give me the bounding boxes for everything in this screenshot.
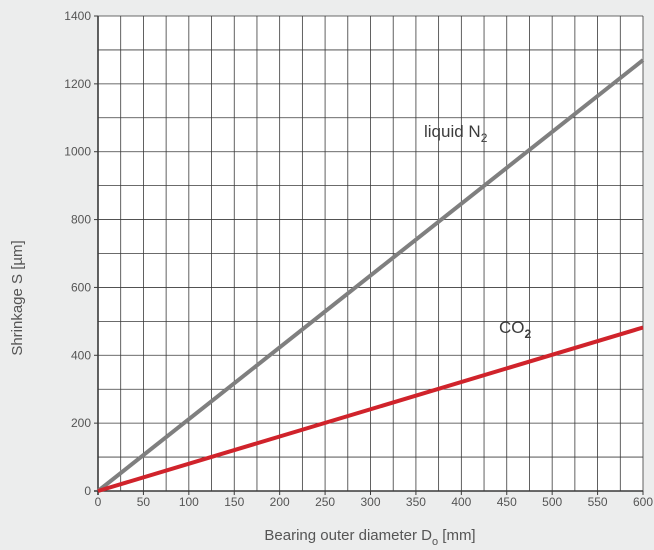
x-tick-label: 50 bbox=[137, 495, 151, 509]
y-tick-label: 1200 bbox=[64, 77, 91, 91]
y-tick-label: 1000 bbox=[64, 145, 91, 159]
x-tick-label: 500 bbox=[542, 495, 562, 509]
y-tick-label: 600 bbox=[71, 280, 91, 294]
y-tick-label: 400 bbox=[71, 348, 91, 362]
x-tick-label: 0 bbox=[95, 495, 102, 509]
series-label-co2: CO2 bbox=[499, 318, 532, 341]
series-layer bbox=[96, 58, 645, 493]
tick-labels: 0 50 100 150 200 250 300 350 400 450 500 550 600 0 200… bbox=[64, 9, 653, 509]
x-tick-label: 450 bbox=[497, 495, 517, 509]
x-tick-label: 550 bbox=[588, 495, 608, 509]
x-tick-label: 400 bbox=[451, 495, 471, 509]
series-label-co2-subscript: 2 bbox=[525, 327, 532, 341]
x-axis-title-subscript: o bbox=[432, 536, 438, 548]
x-tick-label: 200 bbox=[270, 495, 290, 509]
x-axis-title: Bearing outer diameter Do [mm] bbox=[264, 527, 475, 548]
x-tick-label: 100 bbox=[179, 495, 199, 509]
y-tick-label: 1400 bbox=[64, 9, 91, 23]
y-tick-label: 800 bbox=[71, 213, 91, 227]
series-line-co2 bbox=[97, 325, 644, 493]
y-tick-label: 200 bbox=[71, 416, 91, 430]
x-tick-label: 150 bbox=[224, 495, 244, 509]
series-line-liquid-n2 bbox=[96, 58, 645, 493]
y-axis-title: Shrinkage S [µm] bbox=[9, 240, 26, 355]
series-label-liquid-n2: liquid N2 bbox=[424, 122, 488, 145]
axes bbox=[94, 15, 644, 495]
x-tick-label: 350 bbox=[406, 495, 426, 509]
series-label-liquid-n2-subscript: 2 bbox=[481, 131, 488, 145]
x-tick-label: 250 bbox=[315, 495, 335, 509]
x-tick-label: 300 bbox=[360, 495, 380, 509]
y-tick-label: 0 bbox=[84, 484, 91, 498]
grid bbox=[97, 15, 644, 492]
x-tick-label: 600 bbox=[633, 495, 653, 509]
